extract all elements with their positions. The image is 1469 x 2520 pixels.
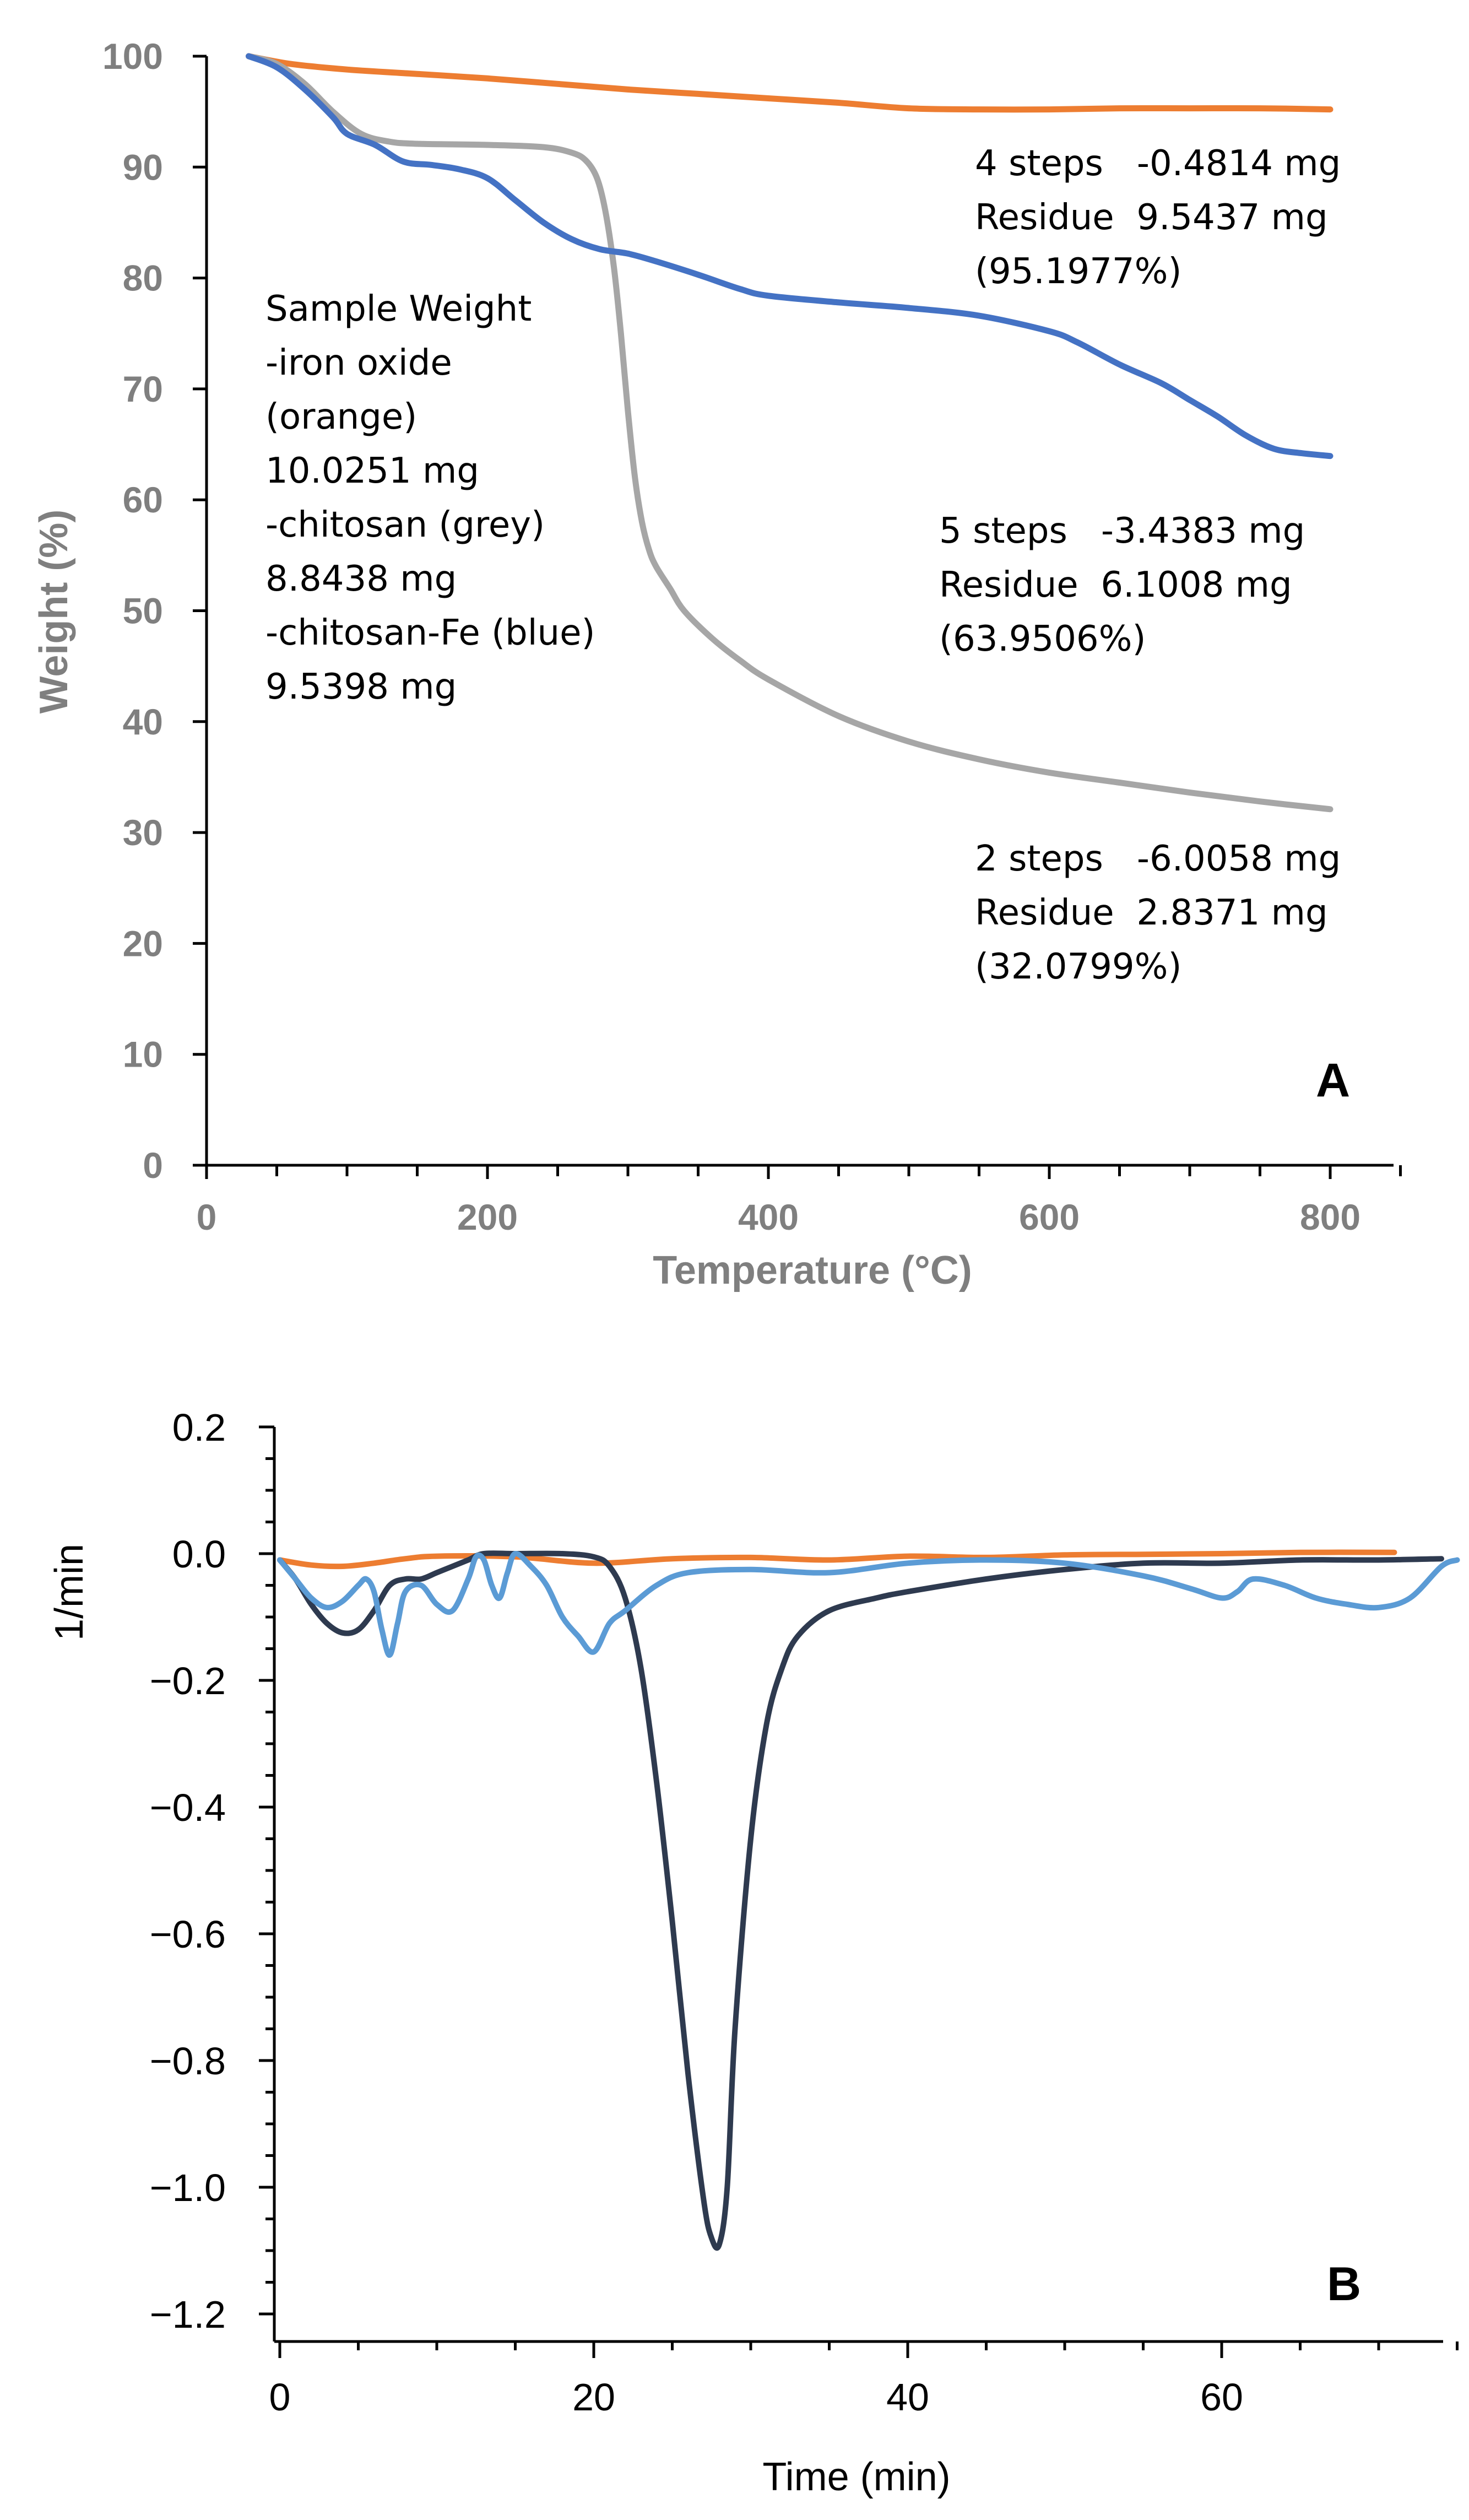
panel-a-series-chitosan [246, 53, 1334, 813]
panel-a-x-tick-label: 400 [738, 1197, 799, 1237]
panel-a-x-tick-label: 600 [1019, 1197, 1080, 1237]
annotation-line: 9.5398 mg [265, 667, 457, 707]
panel-b-y-tick-label: −0.6 [150, 1913, 226, 1956]
annotation-line: 4 steps -0.4814 mg [975, 143, 1341, 184]
orange-residue-annotation: 4 steps -0.4814 mg Residue 9.5437 mg (95… [975, 143, 1341, 292]
panel-b-series-chitosan [277, 1550, 1444, 2251]
annotation-line: Residue 6.1008 mg [939, 565, 1292, 605]
panel-a-y-tick-label: 70 [123, 369, 163, 409]
panel-b-y-tick-label: −0.2 [150, 1659, 226, 1702]
annotation-line: 2 steps -6.0058 mg [975, 839, 1341, 879]
panel-a-y-tick-label: 100 [102, 36, 163, 77]
panel-b-y-axis-label: 1/min [47, 1544, 91, 1641]
panel-b-y-tick-label: 0.2 [172, 1406, 226, 1449]
panel-a-series-iron-oxide [246, 53, 1334, 113]
annotation-line: Residue 2.8371 mg [975, 893, 1328, 933]
panel-a-y-tick-label: 80 [123, 258, 163, 299]
panel-b-x-tick-label: 0 [269, 2376, 291, 2419]
panel-b-label: B [1327, 2258, 1361, 2311]
annotation-line: -chitosan (grey) [265, 505, 545, 545]
annotation-line: Sample Weight [265, 289, 532, 329]
blue-residue-annotation: 5 steps -3.4383 mg Residue 6.1008 mg (63… [939, 511, 1305, 659]
annotation-line: 5 steps -3.4383 mg [939, 511, 1305, 551]
annotation-line: (orange) [265, 397, 417, 437]
panel-a-label: A [1316, 1054, 1350, 1107]
panel-b-y-tick-label: −1.0 [150, 2166, 226, 2209]
annotation-line: (95.1977%) [975, 251, 1181, 292]
panel-b-y-tick-label: 0.0 [172, 1533, 226, 1576]
grey-residue-annotation: 2 steps -6.0058 mg Residue 2.8371 mg (32… [975, 839, 1341, 987]
panel-a-y-tick-label: 60 [123, 479, 163, 520]
panel-a-x-tick-label: 200 [457, 1197, 518, 1237]
panel-b-x-axis-label: Time (min) [762, 2455, 950, 2499]
panel-a-y-tick-label: 10 [123, 1034, 163, 1075]
panel-b-x-tick-label: 40 [886, 2376, 929, 2419]
panel-a-y-axis-label: Weight (%) [32, 510, 76, 714]
panel-b-series-iron-oxide [277, 1549, 1397, 1570]
panel-a-y-tick-label: 30 [123, 812, 163, 853]
panel-b-y-tick-label: −0.8 [150, 2040, 226, 2083]
annotation-line: -iron oxide [265, 343, 452, 383]
panel-b-x-tick-label: 60 [1200, 2376, 1243, 2419]
panel-b-y-tick-label: −1.2 [150, 2293, 226, 2336]
panel-a-x-tick-label: 0 [197, 1197, 217, 1237]
sample-weight-annotation: Sample Weight -iron oxide (orange) 10.02… [265, 289, 595, 707]
panel-a-y-tick-label: 40 [123, 701, 163, 742]
panel-b-series-chitosan-Fe [277, 1550, 1460, 1658]
annotation-line: Residue 9.5437 mg [975, 197, 1328, 238]
panel-a-y-tick-label: 50 [123, 591, 163, 631]
panel-b-x-tick-label: 20 [572, 2376, 615, 2419]
annotation-line: (32.0799%) [975, 947, 1181, 987]
annotation-line: -chitosan-Fe (blue) [265, 613, 595, 653]
panel-a-y-tick-label: 90 [123, 147, 163, 187]
annotation-line: (63.9506%) [939, 619, 1146, 659]
panel-b-chart: 0.2 0.0 −0.2 −0.4 −0.6 −0.8 −1.0 −1.2 0 20 40 60 Ti… [47, 1406, 1460, 2499]
panel-a-chart: 0 10 20 30 40 50 60 70 80 90 100 0 200 400 600 800 Temp… [32, 36, 1402, 1293]
panel-a-x-tick-label: 800 [1300, 1197, 1360, 1237]
annotation-line: 8.8438 mg [265, 559, 457, 599]
panel-a-y-tick-label: 20 [123, 923, 163, 964]
panel-a-series-chitosan-Fe [246, 53, 1334, 459]
panel-a-y-tick-label: 0 [143, 1145, 163, 1186]
annotation-line: 10.0251 mg [265, 451, 479, 491]
panel-b-y-tick-label: −0.4 [150, 1786, 226, 1829]
panel-a-x-axis-label: Temperature (°C) [653, 1248, 972, 1293]
